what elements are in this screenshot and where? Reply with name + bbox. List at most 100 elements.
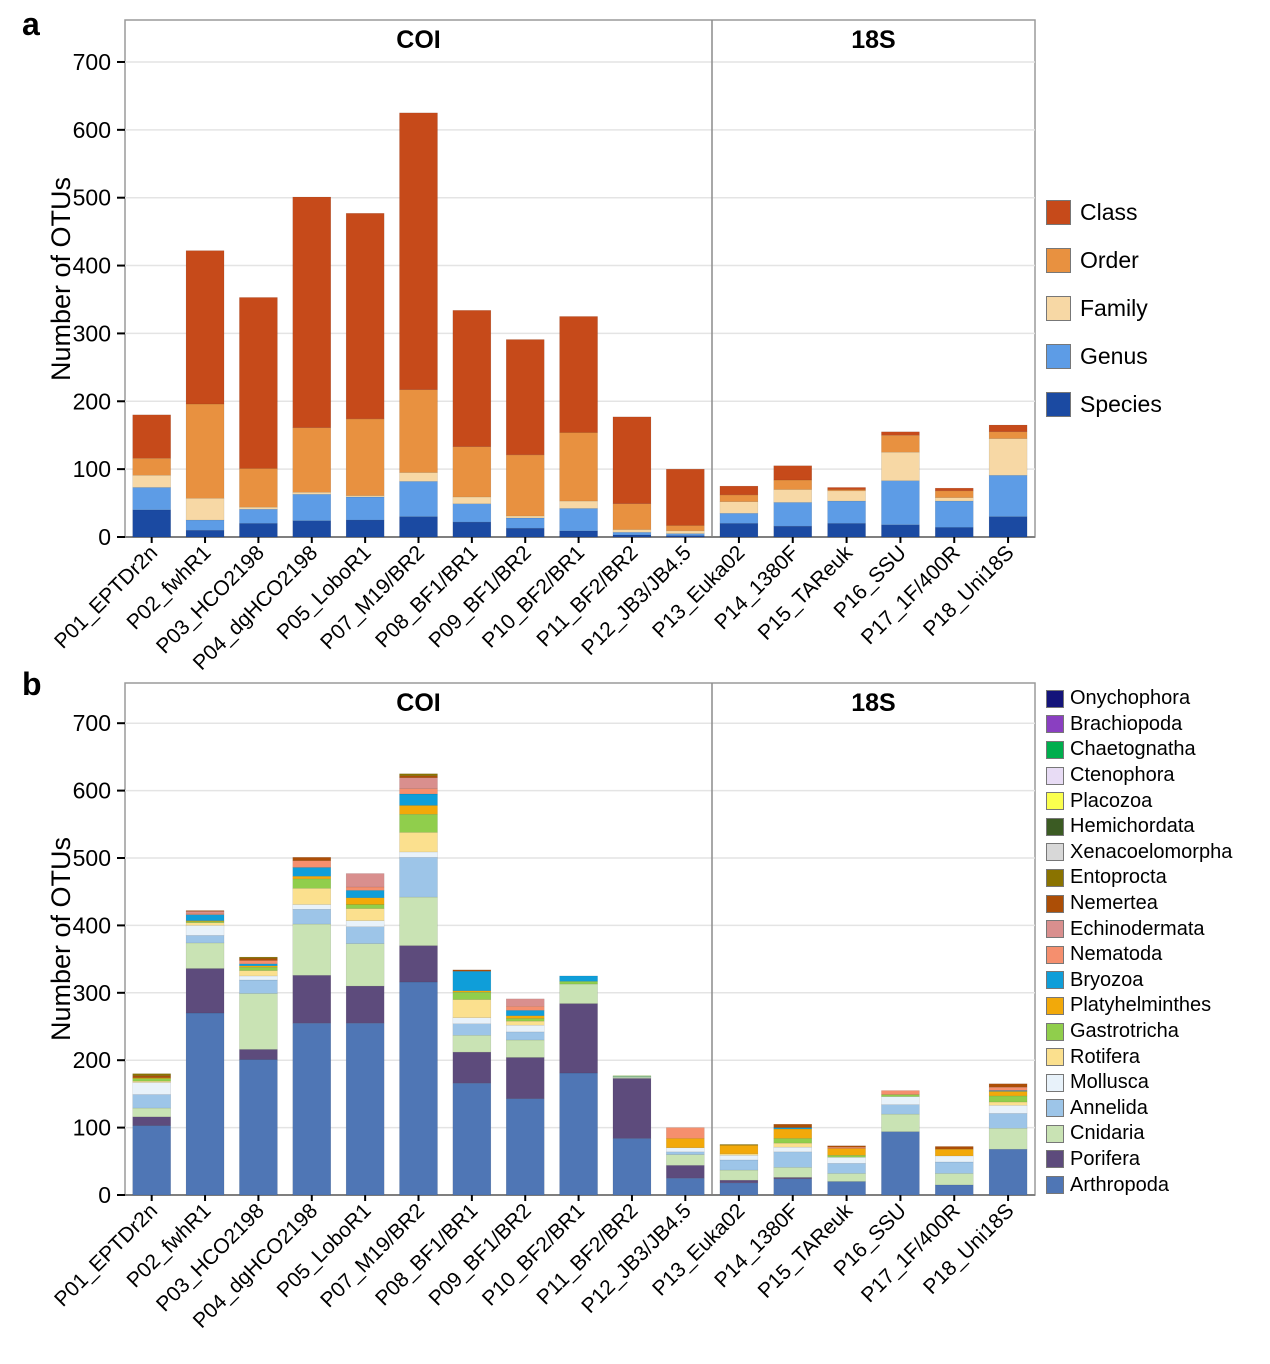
bar-segment	[132, 1082, 171, 1095]
legend-label: Placozoa	[1070, 789, 1153, 812]
y-tick-label: 0	[98, 1182, 111, 1208]
legend-item-nematoda: Nematoda	[1046, 942, 1232, 968]
y-tick-label: 500	[73, 845, 111, 871]
y-tick-label: 500	[73, 185, 111, 211]
bar-segment	[506, 527, 545, 538]
y-tick-label: 700	[73, 49, 111, 75]
y-tick-label: 300	[73, 980, 111, 1006]
bar-segment	[239, 970, 278, 977]
y-tick-label: 200	[73, 1047, 111, 1073]
legend-swatch-cnidaria	[1046, 1124, 1064, 1143]
legend-label: Arthropoda	[1070, 1173, 1169, 1196]
bar-segment	[506, 515, 545, 519]
bar-segment	[773, 1178, 812, 1196]
bar-segment	[612, 503, 652, 530]
bar-segment	[881, 1113, 920, 1132]
bar-segment	[506, 1031, 545, 1041]
bar-segment	[239, 508, 278, 524]
bar-segment	[292, 923, 331, 976]
y-tick-label: 100	[73, 456, 111, 482]
bar-segment	[292, 888, 331, 905]
bar-segment	[399, 481, 438, 517]
bar-segment	[292, 857, 331, 861]
bar-segment	[559, 983, 598, 1004]
bar-segment	[666, 535, 705, 538]
bar-segment	[881, 1096, 920, 1105]
y-tick-label: 600	[73, 778, 111, 804]
bar-segment	[239, 297, 278, 469]
bar-segment	[666, 468, 705, 526]
y-tick-label: 200	[73, 388, 111, 414]
legend-swatch-porifera	[1046, 1150, 1064, 1169]
legend-item-xenacoelomorpha: Xenacoelomorpha	[1046, 840, 1232, 866]
bar-segment	[612, 534, 652, 538]
bar-segment	[399, 851, 438, 858]
bar-segment	[345, 496, 385, 521]
bar-segment	[292, 875, 331, 880]
legend-item-species: Species	[1046, 380, 1162, 428]
bar-segment	[452, 1035, 492, 1053]
bar-segment	[988, 1105, 1028, 1114]
bar-segment	[773, 1177, 812, 1180]
bar-segment	[559, 975, 598, 982]
facet-header-coi: COI	[396, 26, 440, 54]
legend-label: Nematoda	[1070, 943, 1163, 966]
bar-segment	[132, 1125, 171, 1196]
bar-segment	[506, 998, 545, 1007]
legend-label: Bryozoa	[1070, 968, 1144, 991]
facet-header-coi: COI	[396, 689, 440, 717]
bar-segment	[881, 1131, 920, 1196]
bar-segment	[452, 1023, 492, 1036]
legend-label: Class	[1080, 198, 1138, 225]
bar-segment	[345, 519, 385, 538]
bar-segment	[827, 1163, 866, 1174]
y-tick-label: 300	[73, 320, 111, 346]
bar-segment	[399, 777, 438, 789]
bar-segment	[292, 975, 331, 1024]
legend-item-ctenophora: Ctenophora	[1046, 763, 1232, 789]
bar-segment	[612, 1078, 652, 1139]
bar-segment	[719, 1182, 759, 1196]
bar-segment	[399, 389, 438, 473]
bar-segment	[827, 1146, 866, 1149]
bar-segment	[185, 519, 225, 531]
legend-label: Hemichordata	[1070, 815, 1195, 838]
legend-label: Echinodermata	[1070, 917, 1205, 940]
legend-label: Entoprocta	[1070, 866, 1167, 889]
bar-segment	[988, 475, 1028, 517]
bar-segment	[292, 1022, 331, 1196]
y-axis-title: Number of OTUs	[46, 837, 76, 1041]
bar-segment	[132, 1073, 171, 1076]
legend-label: Ctenophora	[1070, 764, 1175, 787]
bar-segment	[773, 465, 812, 481]
bar-segment	[506, 454, 545, 517]
bar-segment	[935, 1184, 974, 1196]
y-tick-label: 0	[98, 524, 111, 550]
bar-segment	[345, 873, 385, 888]
bar-segment	[881, 1104, 920, 1115]
legend-item-placozoa: Placozoa	[1046, 788, 1232, 814]
bar-segment	[345, 897, 385, 905]
legend-swatch-chaetognatha	[1046, 740, 1064, 759]
bar-segment	[719, 1153, 759, 1156]
bar-segment	[827, 1173, 866, 1182]
bar-segment	[292, 427, 331, 493]
bar-segment	[881, 451, 920, 481]
bar-segment	[132, 1075, 171, 1078]
bar-segment	[666, 1138, 705, 1149]
legend-swatch-hemichordata	[1046, 817, 1064, 836]
legend-swatch-genus	[1046, 343, 1071, 369]
bar-segment	[773, 1151, 812, 1168]
bar-segment	[988, 1091, 1028, 1097]
legend-swatch-order	[1046, 247, 1071, 273]
y-tick-label: 100	[73, 1115, 111, 1141]
bar-segment	[399, 945, 438, 983]
bar-segment	[827, 500, 866, 524]
bar-segment	[452, 1051, 492, 1084]
panel-a-plot: COI 18S 0 100 200 300 400 500 600 700 Number of OT…	[46, 19, 1036, 675]
bar-segment	[452, 971, 492, 991]
bar-segment	[292, 867, 331, 877]
bar-segment	[185, 250, 225, 405]
bar-segment	[988, 424, 1028, 433]
y-tick-label: 400	[73, 253, 111, 279]
